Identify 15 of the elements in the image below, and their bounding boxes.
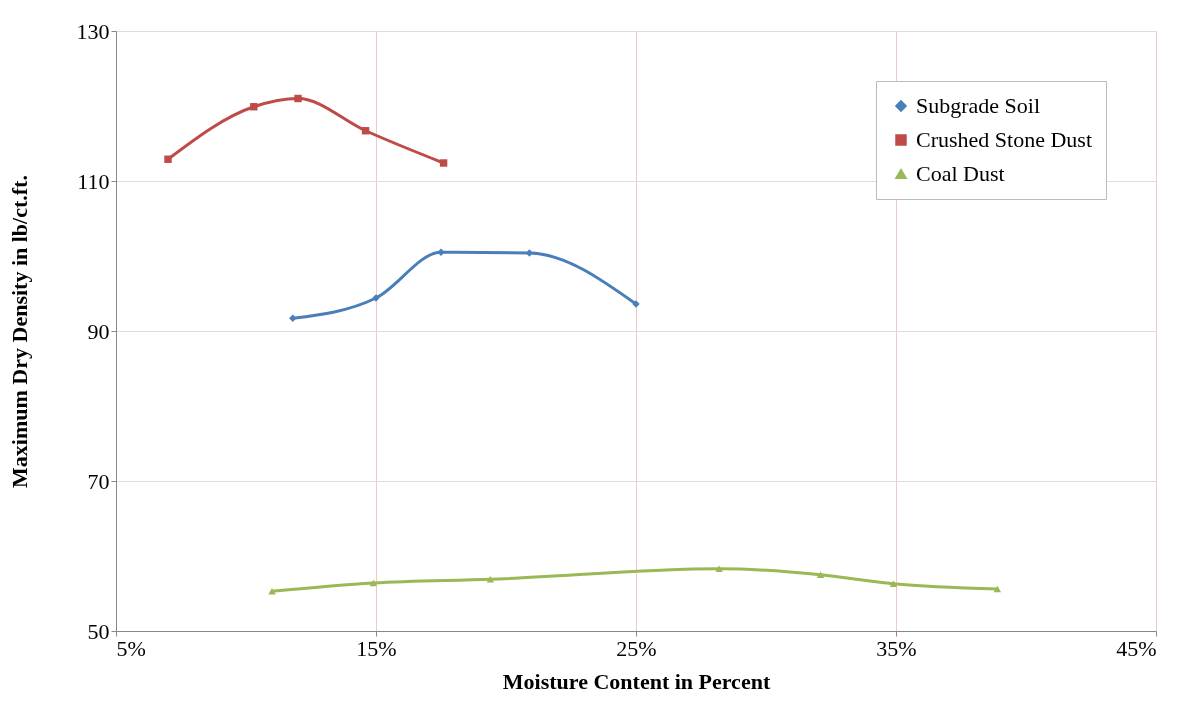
x-tick-label: 5% (116, 635, 146, 661)
y-axis-title: Maximum Dry Density in lb/ct.ft. (6, 175, 32, 488)
x-tick-label: 25% (616, 635, 657, 661)
y-tick-label: 130 (76, 18, 110, 44)
legend-label: Coal Dust (916, 161, 1005, 186)
legend-label: Subgrade Soil (916, 93, 1041, 118)
x-tick-label: 15% (356, 635, 397, 661)
y-tick-label: 70 (87, 468, 110, 494)
y-tick-label: 110 (77, 168, 110, 194)
x-tick-label: 35% (876, 635, 917, 661)
x-tick-label: 45% (1116, 635, 1157, 661)
legend-label: Crushed Stone Dust (916, 127, 1092, 152)
x-axis-title: Moisture Content in Percent (502, 668, 771, 694)
y-tick-label: 90 (87, 318, 110, 344)
y-tick-label: 50 (87, 618, 110, 644)
